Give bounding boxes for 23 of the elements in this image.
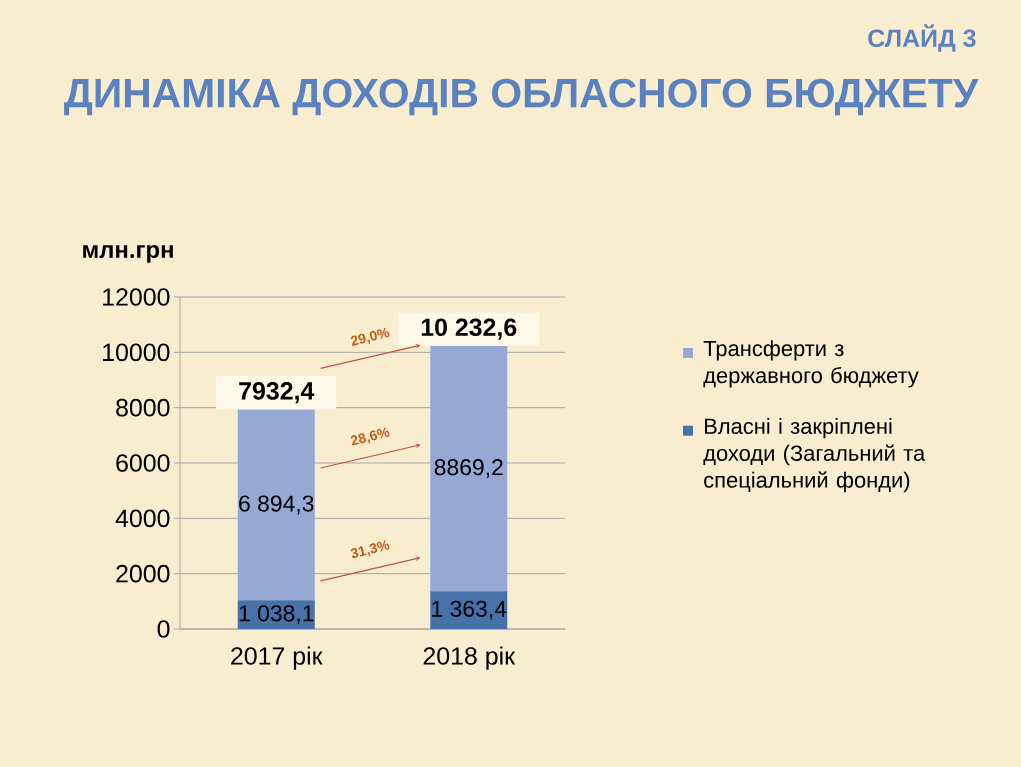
- y-tick-label: 6000: [116, 454, 170, 472]
- y-tick-label: 8000: [116, 398, 170, 417]
- y-tick-label: 12000: [103, 288, 170, 306]
- y-tick-label: 0: [157, 620, 170, 638]
- annotation: 31,3%: [350, 540, 390, 558]
- legend-label: Власні і закріплені доходи (Загальний та спеціальний фонди): [703, 417, 926, 493]
- text: СЛАЙД 3: [868, 24, 976, 52]
- chart-title: ДИНАМІКА ДОХОДІВ ОБЛАСНОГО БЮДЖЕТУ: [64, 78, 979, 116]
- data-label: 1 363,4: [432, 600, 507, 620]
- annotation: 28,6%: [350, 427, 390, 446]
- annotation: 29,0%: [350, 327, 390, 346]
- y-tick-label: 10000: [103, 343, 170, 362]
- data-label: 1 038,1: [239, 605, 314, 625]
- y-tick-label: 2000: [116, 564, 170, 583]
- y-tick-label: 4000: [115, 509, 170, 528]
- data-label: 6 894,3: [239, 495, 314, 515]
- x-tick-label: 2018 рік: [423, 646, 516, 670]
- total-label: 10 232,6: [421, 318, 517, 340]
- y-axis-title: млн.грн: [83, 244, 173, 263]
- total-label: 7932,4: [239, 382, 315, 404]
- x-tick-label: 2017 рік: [231, 646, 323, 670]
- legend-label: Трансферти з державного бюджету: [703, 340, 919, 388]
- data-label: 8869,2: [434, 459, 503, 479]
